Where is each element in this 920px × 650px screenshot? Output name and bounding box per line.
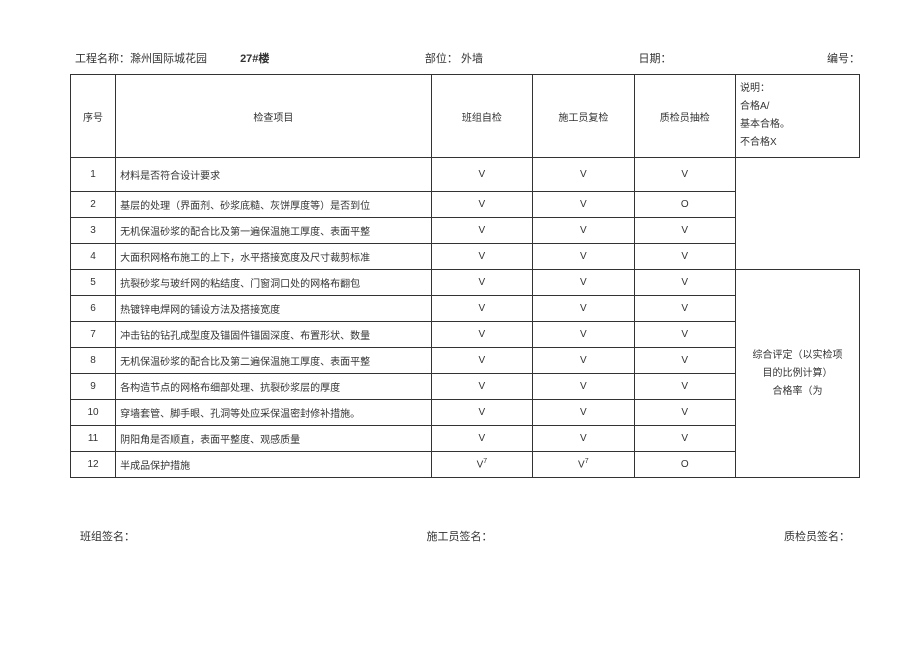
row-seq: 4 (71, 244, 116, 270)
table-header-row: 序号 检查项目 班组自检 施工员复检 质检员抽检 说明： 合格A/ 基本合格。 … (71, 75, 860, 158)
check-cell: V (533, 192, 634, 218)
check-cell: V (634, 400, 735, 426)
check-cell: V (634, 374, 735, 400)
row-item: 材料是否符合设计要求 (116, 158, 432, 192)
col-qc-header: 质检员抽检 (634, 75, 735, 158)
check-cell: V (431, 296, 532, 322)
location-value: 外墙 (461, 53, 483, 65)
check-cell: V7 (431, 452, 532, 478)
check-cell: V7 (533, 452, 634, 478)
date-label: 日期： (638, 53, 671, 65)
table-row: 2基层的处理（界面剂、砂浆底糙、灰饼厚度等）是否到位VVO (71, 192, 860, 218)
check-cell: V (431, 218, 532, 244)
check-cell: O (634, 452, 735, 478)
row-item: 半成品保护措施 (116, 452, 432, 478)
row-seq: 2 (71, 192, 116, 218)
check-cell: V (431, 322, 532, 348)
check-cell: V (634, 426, 735, 452)
legend-cell: 说明： 合格A/ 基本合格。 不合格X (735, 75, 859, 158)
check-cell: V (634, 218, 735, 244)
check-cell: V (634, 296, 735, 322)
row-item: 基层的处理（界面剂、砂浆底糙、灰饼厚度等）是否到位 (116, 192, 432, 218)
table-row: 5抗裂砂浆与玻纤网的粘结度、门窗洞口处的网格布翻包VVV综合评定（以实检项目的比… (71, 270, 860, 296)
project-label: 工程名称： (75, 53, 130, 65)
col-item-header: 检查项目 (116, 75, 432, 158)
col-worker-header: 施工员复检 (533, 75, 634, 158)
check-cell: V (431, 158, 532, 192)
check-cell: O (634, 192, 735, 218)
inspection-table: 序号 检查项目 班组自检 施工员复检 质检员抽检 说明： 合格A/ 基本合格。 … (70, 74, 860, 478)
date: 日期： (638, 50, 671, 66)
row-seq: 12 (71, 452, 116, 478)
row-seq: 3 (71, 218, 116, 244)
row-item: 穿墙套管、脚手眼、孔洞等处应采保温密封修补措施。 (116, 400, 432, 426)
project-name: 工程名称：滁州国际城花园 27#楼 (75, 50, 269, 66)
check-cell: V (533, 158, 634, 192)
row-item: 大面积网格布施工的上下，水平搭接宽度及尺寸裁剪标准 (116, 244, 432, 270)
number-label: 编号： (827, 53, 860, 65)
project-value: 滁州国际城花园 (130, 53, 207, 65)
location: 部位： 外墙 (425, 50, 483, 66)
row-item: 热镀锌电焊网的铺设方法及搭接宽度 (116, 296, 432, 322)
signature-team: 班组签名： (80, 528, 135, 544)
check-cell: V (533, 426, 634, 452)
legend-title: 说明： (740, 80, 855, 98)
col-team-header: 班组自检 (431, 75, 532, 158)
summary-line2: 目的比例计算） (740, 365, 855, 383)
row-seq: 8 (71, 348, 116, 374)
check-cell: V (634, 270, 735, 296)
check-cell: V (431, 348, 532, 374)
row-item: 阴阳角是否顺直，表面平整度、观感质量 (116, 426, 432, 452)
check-cell: V (533, 348, 634, 374)
check-cell: V (431, 426, 532, 452)
check-cell: V (634, 348, 735, 374)
signature-qc: 质检员签名： (784, 528, 850, 544)
table-row: 4大面积网格布施工的上下，水平搭接宽度及尺寸裁剪标准VVV (71, 244, 860, 270)
legend-line2: 基本合格。 (740, 116, 855, 134)
summary-line3: 合格率（为 (740, 383, 855, 401)
header-row: 工程名称：滁州国际城花园 27#楼 部位： 外墙 日期： 编号： (70, 50, 860, 66)
legend-line3: 不合格X (740, 134, 855, 152)
number: 编号： (827, 50, 860, 66)
check-cell: V (431, 374, 532, 400)
row-seq: 1 (71, 158, 116, 192)
row-item: 冲击钻的钻孔成型度及锚固件锚固深度、布置形状、数量 (116, 322, 432, 348)
check-cell: V (533, 374, 634, 400)
row-item: 各构造节点的网格布细部处理、抗裂砂浆层的厚度 (116, 374, 432, 400)
location-label: 部位： (425, 53, 458, 65)
check-cell: V (431, 400, 532, 426)
row-item: 无机保温砂浆的配合比及第一遍保温施工厚度、表面平整 (116, 218, 432, 244)
signature-worker: 施工员签名： (427, 528, 493, 544)
check-cell: V (431, 244, 532, 270)
check-cell: V (533, 322, 634, 348)
check-cell: V (634, 322, 735, 348)
row-item: 无机保温砂浆的配合比及第二遍保温施工厚度、表面平整 (116, 348, 432, 374)
summary-cell: 综合评定（以实检项目的比例计算）合格率（为 (735, 270, 859, 478)
col-seq-header: 序号 (71, 75, 116, 158)
summary-line1: 综合评定（以实检项 (740, 347, 855, 365)
check-cell: V (431, 270, 532, 296)
check-cell: V (634, 158, 735, 192)
row-seq: 9 (71, 374, 116, 400)
row-seq: 7 (71, 322, 116, 348)
row-seq: 10 (71, 400, 116, 426)
check-cell: V (533, 400, 634, 426)
row-item: 抗裂砂浆与玻纤网的粘结度、门窗洞口处的网格布翻包 (116, 270, 432, 296)
check-cell: V (634, 244, 735, 270)
row-seq: 5 (71, 270, 116, 296)
check-cell: V (533, 244, 634, 270)
check-cell: V (533, 270, 634, 296)
building-no: 27#楼 (240, 53, 269, 65)
row-seq: 11 (71, 426, 116, 452)
signature-row: 班组签名： 施工员签名： 质检员签名： (70, 528, 860, 544)
check-cell: V (431, 192, 532, 218)
check-cell: V (533, 296, 634, 322)
table-row: 3无机保温砂浆的配合比及第一遍保温施工厚度、表面平整VVV (71, 218, 860, 244)
check-cell: V (533, 218, 634, 244)
row-seq: 6 (71, 296, 116, 322)
legend-line1: 合格A/ (740, 98, 855, 116)
table-row: 1材料是否符合设计要求VVV (71, 158, 860, 192)
